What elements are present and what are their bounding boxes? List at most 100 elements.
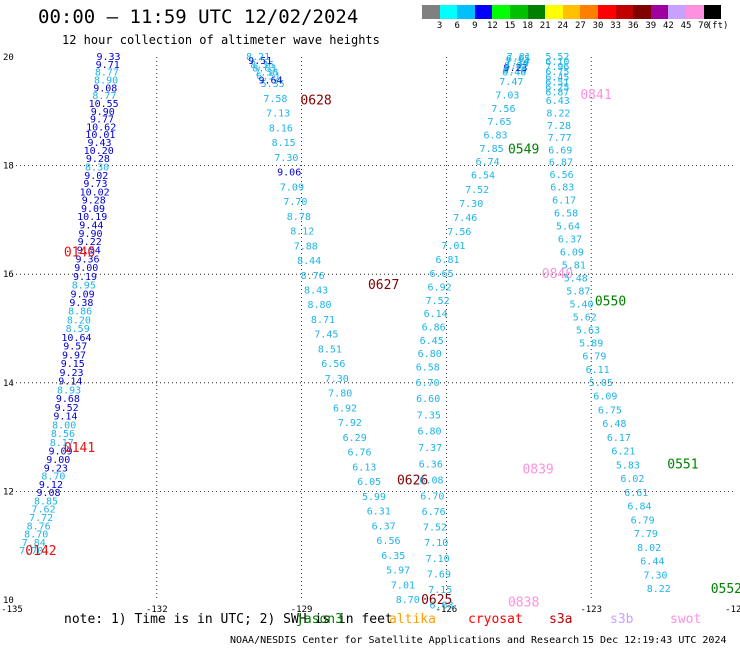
- wave-height-value: 9.14: [58, 377, 82, 388]
- colorbar-tick: 27: [574, 21, 586, 31]
- wave-height-value: 8.51: [318, 344, 342, 355]
- wave-height-value: 6.08: [419, 476, 443, 487]
- wave-height-value: 6.75: [598, 405, 622, 416]
- wave-height-value: 8.44: [297, 256, 321, 267]
- wave-height-value: 9.52: [55, 403, 79, 414]
- wave-height-value: 6.83: [483, 130, 507, 141]
- wave-height-value: 9.09: [48, 447, 72, 458]
- wave-height-value: 7.52: [465, 185, 489, 196]
- wave-height-value: 7.85: [480, 144, 504, 155]
- wave-height-value: 6.02: [620, 474, 644, 485]
- wave-height-value: 9.73: [83, 179, 107, 190]
- wave-height-value: 6.87: [549, 158, 573, 169]
- wave-height-value: 7.03: [495, 91, 519, 102]
- wave-height-value: 7.30: [459, 199, 483, 210]
- wave-height-value: 8.76: [27, 521, 51, 532]
- wave-height-value: 7.69: [427, 569, 451, 580]
- wave-height-value: 8.02: [504, 61, 528, 72]
- footer-note: note: 1) Time is in UTC; 2) SWH is in fe…: [64, 612, 393, 627]
- wave-height-value: 6.83: [550, 182, 574, 193]
- wave-height-value: 6.29: [343, 433, 367, 444]
- wave-height-value: 6.37: [372, 521, 396, 532]
- legend-s3a: s3a: [549, 612, 572, 627]
- wave-height-value: 8.36: [250, 60, 274, 71]
- wave-height-value: 8.77: [92, 91, 116, 102]
- wave-height-value: 7.36: [505, 59, 529, 70]
- wave-height-value: 9.15: [61, 359, 85, 370]
- wave-height-value: 5.48: [564, 274, 588, 285]
- wave-height-value: 7.77: [548, 133, 572, 144]
- wave-height-value: 9.28: [86, 154, 110, 165]
- wave-height-value: 9.71: [96, 60, 120, 71]
- wave-height-value: 6.69: [548, 145, 572, 156]
- wave-height-value: 6.35: [381, 551, 405, 562]
- pass-time-label: 0141: [64, 441, 95, 456]
- colorbar-swatch: [633, 5, 651, 19]
- footer-credit: NOAA/NESDIS Center for Satellite Applica…: [230, 635, 580, 646]
- wave-height-value: 7.52: [423, 523, 447, 534]
- wave-height-value: 8.59: [66, 324, 90, 335]
- wave-height-value: 9.02: [84, 171, 108, 182]
- wave-height-value: 6.46: [502, 68, 526, 79]
- wave-height-value: 5.89: [579, 339, 603, 350]
- wave-height-value: 7.52: [426, 296, 450, 307]
- wave-height-value: 6.61: [624, 488, 648, 499]
- colorbar-swatch: [597, 5, 616, 19]
- colorbar-swatch: [668, 5, 686, 19]
- wave-height-value: 9.97: [62, 350, 86, 361]
- wave-height-value: 5.81: [562, 261, 586, 272]
- wave-height-value: 6.63: [430, 600, 454, 611]
- wave-height-value: 5.52: [545, 52, 569, 63]
- wave-height-value: 5.62: [573, 313, 597, 324]
- lat-tick-label: 18: [3, 162, 14, 172]
- wave-height-value: 6.17: [607, 433, 631, 444]
- pass-time-label: 0625: [421, 593, 452, 608]
- legend-jason3: jason3: [296, 612, 343, 627]
- wave-height-value: 9.90: [91, 107, 115, 118]
- colorbar-swatch: [580, 5, 598, 19]
- wave-height-value: 7.65: [487, 117, 511, 128]
- wave-height-value: 8.43: [304, 285, 328, 296]
- colorbar-tick: 9: [472, 21, 478, 31]
- wave-height-value: 6.45: [420, 336, 444, 347]
- wave-height-value: 7.35: [417, 410, 441, 421]
- wave-height-value: 6.10: [545, 57, 569, 68]
- wave-height-value: 7.96: [545, 62, 569, 73]
- pass-time-label: 0552: [711, 582, 740, 597]
- wave-height-value: 7.80: [328, 389, 352, 400]
- lat-tick-label: 20: [3, 53, 14, 63]
- wave-height-value: 9.23: [503, 63, 527, 74]
- pass-time-label: 0549: [508, 142, 539, 157]
- wave-height-value: 10.01: [85, 130, 115, 141]
- wave-height-value: 6.54: [471, 171, 495, 182]
- wave-height-value: 7.28: [547, 121, 571, 132]
- wave-height-value: 6.44: [640, 557, 664, 568]
- wave-height-value: 9.14: [53, 412, 77, 423]
- wave-height-value: 7.58: [263, 94, 287, 105]
- wave-height-value: 9.68: [56, 394, 80, 405]
- wave-height-value: 5.40: [569, 300, 593, 311]
- wave-height-value: 6.79: [631, 515, 655, 526]
- colorbar: [422, 5, 722, 19]
- wave-height-value: 6.51: [256, 71, 280, 82]
- wave-height-value: 8.90: [94, 75, 118, 86]
- wave-height-value: 7.84: [22, 538, 46, 549]
- wave-height-value: 7.38: [254, 68, 278, 79]
- wave-height-value: 9.77: [90, 115, 114, 126]
- pass-time-label: 0628: [300, 93, 331, 108]
- wave-height-value: 8.22: [546, 108, 570, 119]
- wave-height-value: 8.77: [95, 68, 119, 79]
- wave-height-value: 6.37: [558, 234, 582, 245]
- wave-height-value: 8.95: [72, 281, 96, 292]
- wave-height-value: 6.13: [352, 462, 376, 473]
- wave-height-value: 8.85: [34, 496, 58, 507]
- map-subtitle: 12 hour collection of altimeter wave hei…: [62, 33, 380, 47]
- wave-height-value: 6.70: [415, 378, 439, 389]
- wave-height-value: 9.90: [78, 229, 102, 240]
- colorbar-swatch: [545, 5, 563, 19]
- wave-height-value: 9.51: [248, 56, 272, 67]
- wave-height-value: 6.09: [593, 392, 617, 403]
- wave-height-value: 6.11: [586, 365, 610, 376]
- colorbar-tick: 30: [592, 21, 604, 31]
